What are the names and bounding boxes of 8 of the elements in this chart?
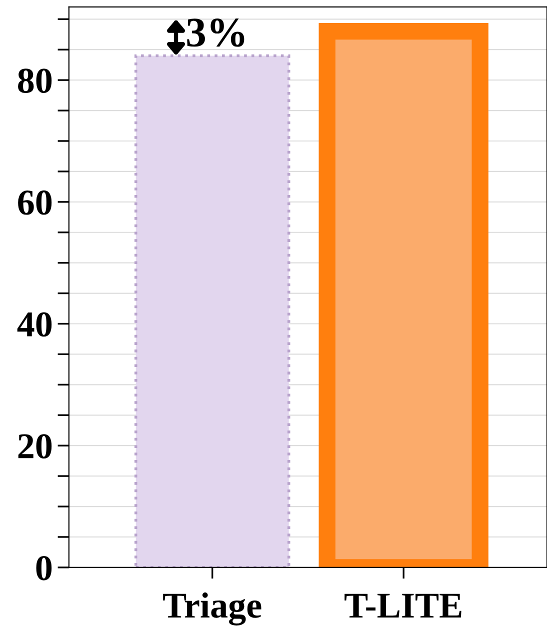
x-tick-label: Triage [163,592,262,626]
x-tick-label: T-LITE [344,594,462,618]
y-tick-label: 20 [18,434,52,458]
y-tick-label: 80 [18,68,52,93]
annotation: 3% [187,18,244,47]
y-tick-label: 0 [36,556,52,580]
y-tick-label: 40 [17,312,52,337]
y-tick-label: 60 [18,190,52,215]
